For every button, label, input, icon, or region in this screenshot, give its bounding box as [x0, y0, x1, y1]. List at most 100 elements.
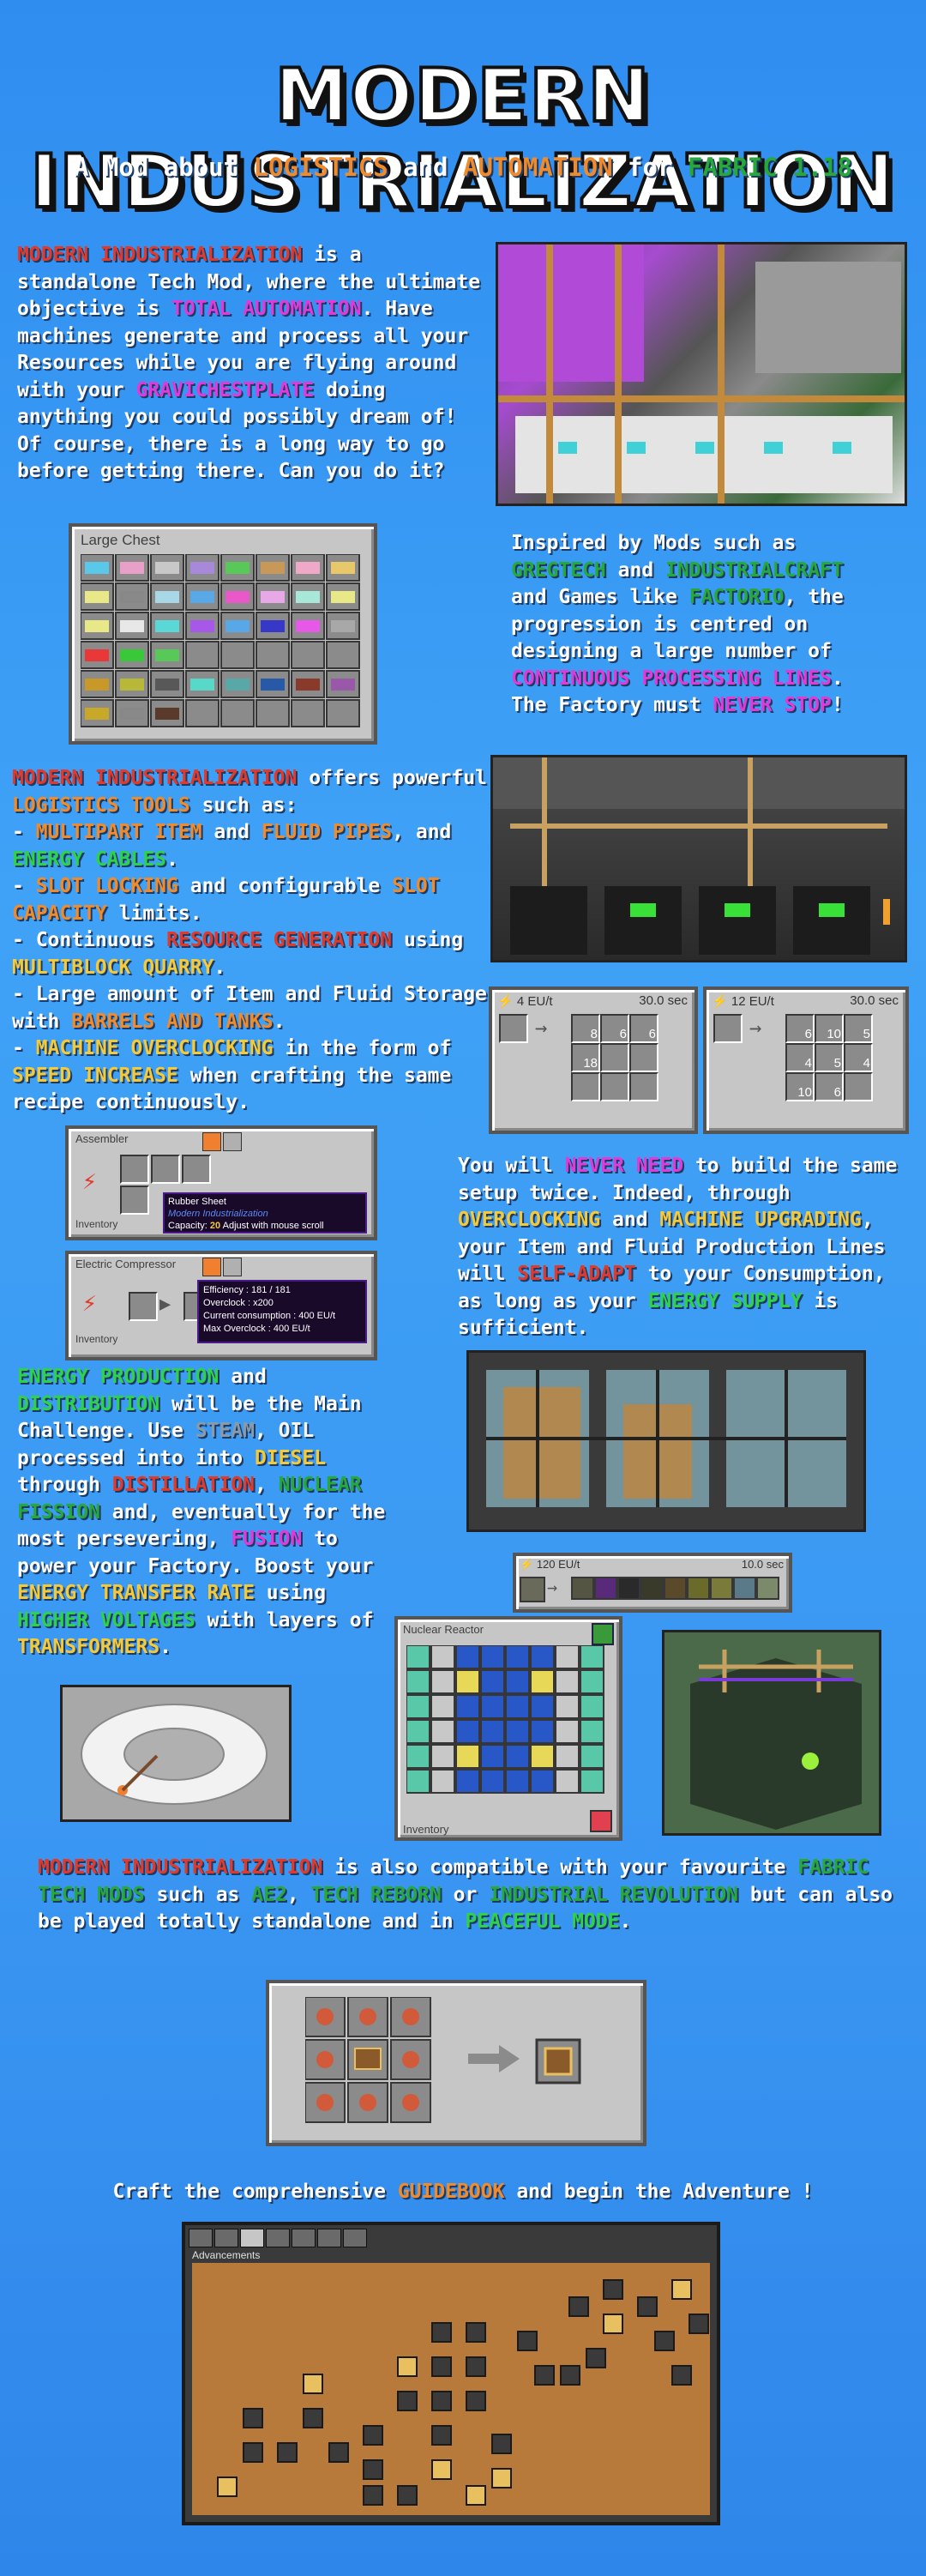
- reactor-slot: [430, 1645, 455, 1669]
- advancement-tab[interactable]: [240, 2229, 264, 2247]
- advancement-node[interactable]: [363, 2485, 383, 2506]
- advancement-node[interactable]: [466, 2391, 486, 2411]
- input-slot[interactable]: [129, 1292, 158, 1321]
- advancement-node[interactable]: [431, 2322, 452, 2343]
- logi-multipart: MULTIPART ITEM: [35, 821, 202, 843]
- output-slot[interactable]: 4: [785, 1043, 815, 1072]
- logi-text: -: [12, 821, 36, 843]
- advancement-node[interactable]: [431, 2459, 452, 2480]
- output-slot[interactable]: 6: [600, 1014, 629, 1043]
- advancement-tab[interactable]: [214, 2229, 238, 2247]
- advancement-node[interactable]: [688, 2314, 709, 2334]
- reactor-status-button[interactable]: [592, 1623, 614, 1645]
- advancement-node[interactable]: [560, 2365, 580, 2386]
- output-slot[interactable]: 5: [815, 1043, 844, 1072]
- advancement-node[interactable]: [534, 2365, 555, 2386]
- advancement-node[interactable]: [466, 2322, 486, 2343]
- output-slot[interactable]: 6: [785, 1014, 815, 1043]
- advancement-tab[interactable]: [266, 2229, 290, 2247]
- advancement-node[interactable]: [491, 2468, 512, 2489]
- logi-tools: LOGISTICS TOOLS: [12, 793, 190, 817]
- fluid-output-slot[interactable]: [640, 1577, 664, 1600]
- reactor-stop-button[interactable]: [590, 1810, 612, 1832]
- advancement-node[interactable]: [431, 2391, 452, 2411]
- fluid-output-slot[interactable]: [617, 1577, 640, 1600]
- input-slot[interactable]: [151, 1155, 180, 1184]
- advancement-node[interactable]: [217, 2476, 238, 2497]
- advancement-node[interactable]: [466, 2485, 486, 2506]
- fluid-output-slot[interactable]: [687, 1577, 710, 1600]
- advancement-node[interactable]: [243, 2408, 263, 2428]
- advancement-node[interactable]: [671, 2279, 692, 2300]
- advancement-node[interactable]: [328, 2442, 349, 2463]
- advancement-node[interactable]: [303, 2408, 323, 2428]
- advancement-node[interactable]: [397, 2485, 418, 2506]
- input-slot[interactable]: [182, 1155, 211, 1184]
- factory-screenshot-2: [490, 755, 907, 962]
- config-button[interactable]: [223, 1258, 242, 1276]
- advancement-node[interactable]: [303, 2374, 323, 2394]
- advancement-node[interactable]: [397, 2356, 418, 2377]
- input-slot[interactable]: [713, 1014, 743, 1043]
- output-slot[interactable]: 10: [815, 1014, 844, 1043]
- logi-barrels: BARRELS AND TANKS: [71, 1010, 274, 1033]
- advancement-node[interactable]: [277, 2442, 298, 2463]
- advancement-tab[interactable]: [317, 2229, 341, 2247]
- energy-paragraph: ENERGY PRODUCTION and DISTRIBUTION will …: [17, 1364, 403, 1662]
- overclock-button[interactable]: [202, 1258, 221, 1276]
- advancement-node[interactable]: [654, 2331, 675, 2351]
- chest-slots: [81, 554, 360, 727]
- inspired-text: . The Factory must: [511, 667, 844, 717]
- config-button[interactable]: [223, 1132, 242, 1151]
- fluid-output-slot[interactable]: [594, 1577, 617, 1600]
- advancement-tab[interactable]: [189, 2229, 213, 2247]
- fluid-input[interactable]: [520, 1577, 545, 1602]
- advancement-node[interactable]: [431, 2425, 452, 2446]
- output-slot[interactable]: [629, 1043, 658, 1072]
- advancement-node[interactable]: [568, 2296, 589, 2317]
- advancement-node[interactable]: [243, 2442, 263, 2463]
- output-slot[interactable]: 4: [844, 1043, 873, 1072]
- advancement-tab[interactable]: [292, 2229, 316, 2247]
- advancement-tab[interactable]: [343, 2229, 367, 2247]
- overclock-button[interactable]: [202, 1132, 221, 1151]
- output-slot[interactable]: [600, 1043, 629, 1072]
- fluid-output-slot[interactable]: [733, 1577, 756, 1600]
- input-slot[interactable]: [499, 1014, 528, 1043]
- advancement-node[interactable]: [671, 2365, 692, 2386]
- advancement-node[interactable]: [397, 2391, 418, 2411]
- fluid-output-slot[interactable]: [664, 1577, 687, 1600]
- advancement-node[interactable]: [466, 2356, 486, 2377]
- subtitle-part: and: [388, 153, 463, 182]
- output-slot[interactable]: 6: [815, 1072, 844, 1101]
- input-slot[interactable]: [120, 1155, 149, 1184]
- logi-energy-cables: ENERGY CABLES: [12, 848, 167, 871]
- output-slot[interactable]: 10: [785, 1072, 815, 1101]
- craft-text: Craft the comprehensive: [112, 2181, 398, 2203]
- advancement-node[interactable]: [637, 2296, 658, 2317]
- advancement-node[interactable]: [586, 2348, 606, 2368]
- intro-text: . Have machines generate and process all…: [17, 298, 469, 401]
- reactor-grid: [406, 1645, 604, 1794]
- advancement-node[interactable]: [363, 2425, 383, 2446]
- advancement-node[interactable]: [603, 2314, 623, 2334]
- output-slot[interactable]: [844, 1072, 873, 1101]
- advancement-node[interactable]: [491, 2434, 512, 2454]
- advancement-node[interactable]: [431, 2356, 452, 2377]
- output-slot[interactable]: [629, 1072, 658, 1101]
- stack-count: 6: [648, 1027, 656, 1041]
- advancement-node[interactable]: [363, 2459, 383, 2480]
- output-slot[interactable]: [600, 1072, 629, 1101]
- reactor-slot: [480, 1645, 505, 1669]
- fluid-output-slot[interactable]: [710, 1577, 733, 1600]
- fluid-output-slot[interactable]: [571, 1577, 594, 1600]
- advancement-node[interactable]: [603, 2279, 623, 2300]
- output-slot[interactable]: 8: [571, 1014, 600, 1043]
- advancement-node[interactable]: [517, 2331, 538, 2351]
- input-slot[interactable]: [120, 1185, 149, 1215]
- output-slot[interactable]: 5: [844, 1014, 873, 1043]
- output-slot[interactable]: 6: [629, 1014, 658, 1043]
- output-slot[interactable]: [571, 1072, 600, 1101]
- fluid-output-slot[interactable]: [756, 1577, 779, 1600]
- output-slot[interactable]: 18: [571, 1043, 600, 1072]
